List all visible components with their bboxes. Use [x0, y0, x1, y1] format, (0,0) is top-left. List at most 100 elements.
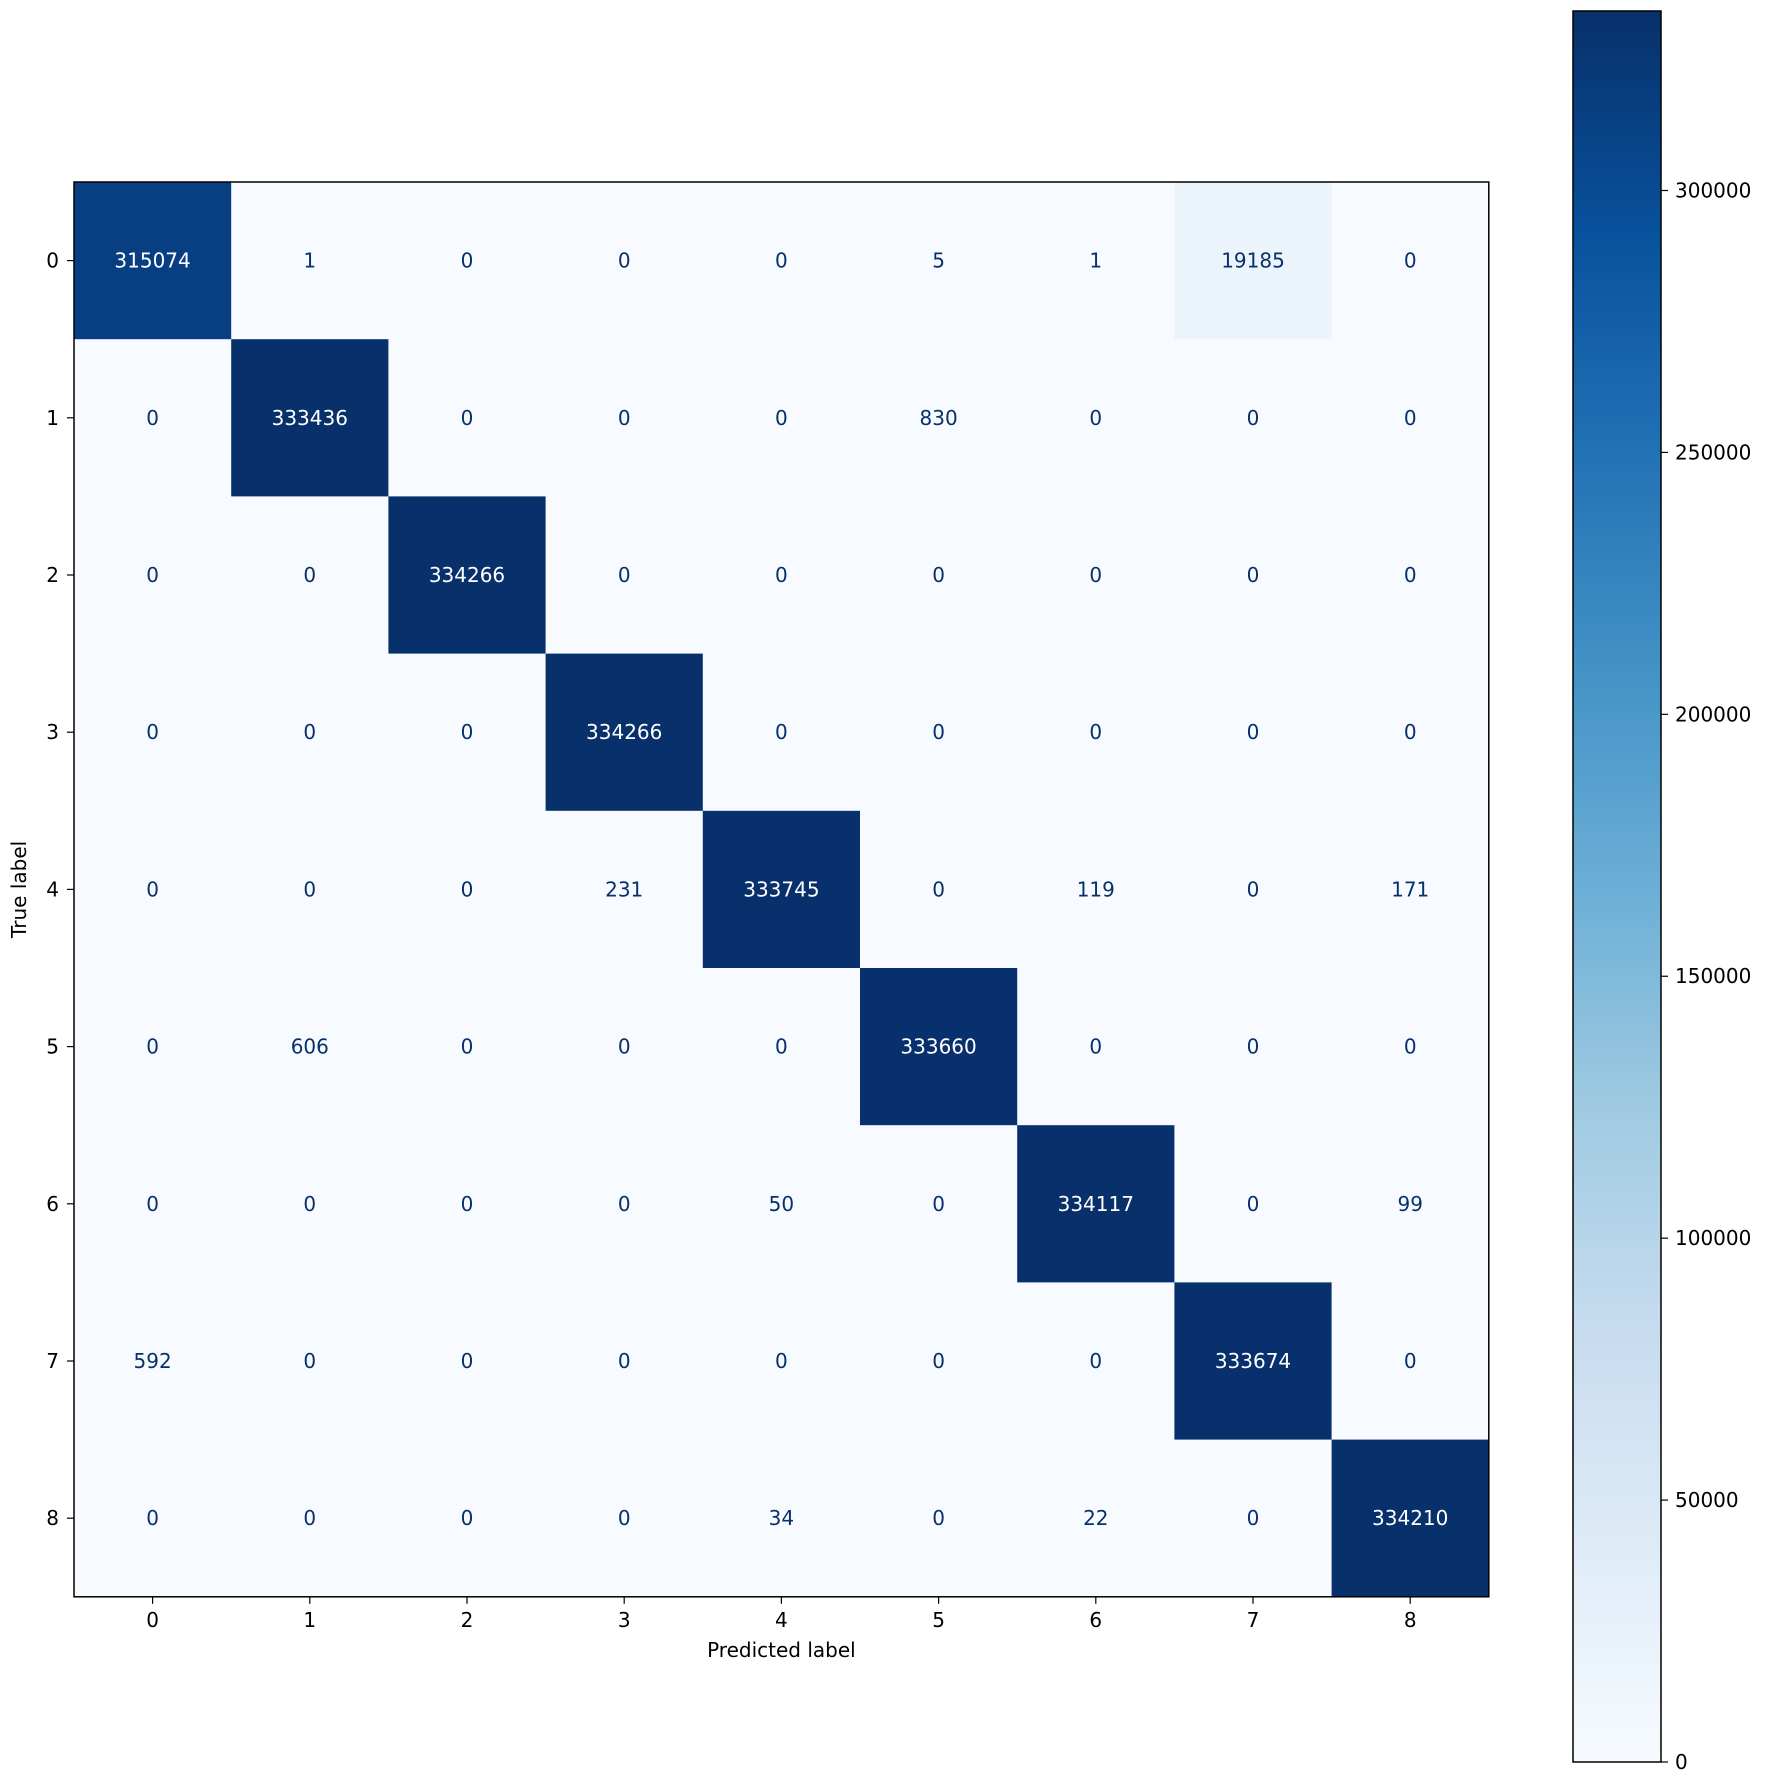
heatmap-cell: [231, 182, 389, 340]
heatmap-cell: [1174, 339, 1333, 497]
x-tick-label: 5: [932, 1608, 945, 1632]
heatmap-cell: [545, 1125, 704, 1283]
cell-value-label: 0: [461, 877, 474, 901]
heatmap-cell: [702, 339, 861, 497]
heatmap-cell: [1174, 968, 1333, 1126]
cell-value-label: 0: [932, 1349, 945, 1373]
heatmap-cell: [1331, 1439, 1490, 1598]
cell-value-label: 0: [775, 249, 788, 273]
cell-value-label: 0: [932, 563, 945, 587]
cell-value-label: 0: [146, 406, 159, 430]
cell-value-label: 334210: [1372, 1506, 1448, 1530]
cell-value-label: 1: [303, 249, 316, 273]
y-tick-label: 7: [46, 1349, 59, 1373]
heatmap-cell: [1174, 653, 1333, 812]
cell-value-label: 592: [134, 1349, 172, 1373]
x-tick-label: 2: [461, 1608, 474, 1632]
colorbar-tick-label: 250000: [1675, 440, 1751, 464]
cell-value-label: 50: [769, 1192, 794, 1216]
heatmap-cell: [231, 339, 389, 497]
x-tick-label: 3: [618, 1608, 631, 1632]
heatmap-cell: [231, 1439, 389, 1598]
cell-value-label: 0: [1089, 720, 1102, 744]
heatmap-cell: [1017, 653, 1175, 812]
cell-value-label: 334266: [586, 720, 662, 744]
x-tick-label: 1: [303, 1608, 316, 1632]
heatmap-cell: [545, 810, 704, 969]
cell-value-label: 0: [146, 563, 159, 587]
heatmap-cell: [74, 1439, 232, 1598]
cell-value-label: 0: [303, 1349, 316, 1373]
heatmap-cell: [1017, 1282, 1175, 1441]
cell-value-label: 171: [1391, 877, 1429, 901]
colorbar-tick-label: 100000: [1675, 1226, 1751, 1250]
heatmap-cell: [545, 1282, 704, 1441]
cell-value-label: 0: [146, 877, 159, 901]
heatmap-cell: [860, 496, 1018, 655]
heatmap-cell: [388, 968, 547, 1126]
heatmap-cell: [1331, 653, 1490, 812]
cell-value-label: 0: [1247, 563, 1260, 587]
heatmap-cell: [231, 496, 389, 655]
heatmap-cell: [1174, 182, 1333, 340]
cell-value-label: 0: [1404, 1349, 1417, 1373]
heatmap-cell: [1017, 1125, 1175, 1283]
cell-value-label: 0: [146, 1035, 159, 1059]
heatmap-cell: [74, 496, 232, 655]
cell-value-label: 0: [146, 720, 159, 744]
cell-value-label: 0: [461, 249, 474, 273]
cell-value-label: 0: [146, 1192, 159, 1216]
heatmap-cell: [545, 339, 704, 497]
cell-value-label: 1: [1089, 249, 1102, 273]
cell-value-label: 0: [932, 720, 945, 744]
heatmap-cell: [74, 1125, 232, 1283]
heatmap-cell: [388, 496, 547, 655]
heatmap-cell: [860, 182, 1018, 340]
heatmap-cell: [860, 339, 1018, 497]
cell-value-label: 5: [932, 249, 945, 273]
heatmap-cell: [231, 653, 389, 812]
y-axis-label: True label: [7, 841, 31, 939]
cell-value-label: 99: [1397, 1192, 1422, 1216]
heatmap-cell: [702, 968, 861, 1126]
x-tick-label: 8: [1404, 1608, 1417, 1632]
heatmap-cell: [545, 1439, 704, 1598]
cell-value-label: 0: [618, 1035, 631, 1059]
heatmap-cell: [1174, 1439, 1333, 1598]
heatmap-cell: [1017, 339, 1175, 497]
heatmap-cell: [388, 1439, 547, 1598]
heatmap-cell: [702, 1125, 861, 1283]
heatmap-cell: [1017, 810, 1175, 969]
cell-value-label: 0: [1247, 720, 1260, 744]
colorbar-tick-label: 200000: [1675, 702, 1751, 726]
heatmap-cell: [388, 1125, 547, 1283]
cell-value-label: 0: [303, 720, 316, 744]
cell-value-label: 34: [769, 1506, 794, 1530]
cell-value-label: 0: [461, 406, 474, 430]
cell-value-label: 0: [1089, 1035, 1102, 1059]
heatmap-cell: [1331, 1282, 1490, 1441]
heatmap-cell: [231, 810, 389, 969]
x-tick-label: 0: [146, 1608, 159, 1632]
cell-value-label: 0: [932, 877, 945, 901]
heatmap-cell: [1017, 496, 1175, 655]
heatmap-cell: [860, 653, 1018, 812]
cell-value-label: 0: [618, 406, 631, 430]
colorbar-axis: 0 50000 100000 150000 200000 250000 300000: [1661, 178, 1751, 1774]
heatmap-cell: [702, 653, 861, 812]
cell-value-label: 0: [932, 1506, 945, 1530]
cell-value-label: 0: [775, 1349, 788, 1373]
colorbar-tick-label: 300000: [1675, 178, 1751, 202]
cell-value-label: 0: [146, 1506, 159, 1530]
heatmap-cell: [388, 339, 547, 497]
heatmap-cell: [1331, 182, 1490, 340]
heatmap-cell: [388, 1282, 547, 1441]
y-tick-label: 5: [46, 1035, 59, 1059]
cell-value-label: 22: [1083, 1506, 1108, 1530]
heatmap-cell: [860, 1439, 1018, 1598]
cell-value-label: 0: [1404, 249, 1417, 273]
cell-value-label: 0: [461, 720, 474, 744]
heatmap-cell: [1174, 1125, 1333, 1283]
heatmap-cell: [702, 1439, 861, 1598]
